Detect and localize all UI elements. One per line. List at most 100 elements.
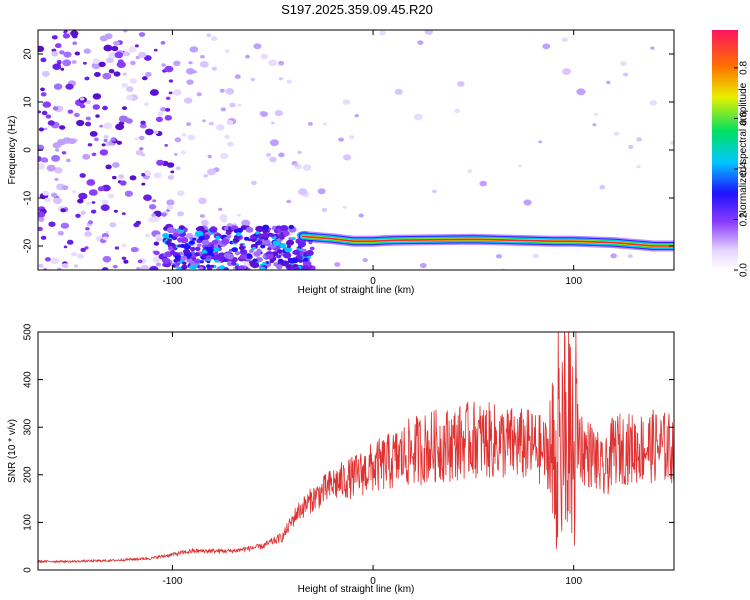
noise-cell — [38, 211, 46, 218]
noise-cell — [71, 190, 76, 194]
noise-cell — [174, 153, 178, 156]
noise-cell — [91, 201, 96, 204]
noise-cell — [38, 163, 45, 170]
band-cell — [279, 225, 289, 232]
noise-cell — [121, 212, 126, 216]
noise-cell — [52, 106, 59, 111]
noise-cell — [124, 190, 133, 197]
band-cell — [180, 255, 188, 261]
band-cell — [278, 234, 284, 239]
noise-cell — [130, 246, 138, 253]
colorbar-tick-label: 0.2 — [739, 212, 750, 226]
band-cell — [194, 230, 204, 238]
spectrogram-frame — [37, 29, 675, 271]
noise-cell — [40, 157, 49, 163]
noise-cell — [269, 156, 277, 163]
figure-title: S197.2025.359.09.45.R20 — [281, 2, 433, 17]
band-cell — [190, 246, 196, 252]
noise-cell — [224, 134, 230, 139]
noise-cell — [207, 154, 212, 159]
noise-cell — [126, 95, 134, 101]
band-cell — [288, 224, 295, 230]
noise-cell — [226, 141, 234, 147]
noise-cell — [268, 59, 278, 67]
band-cell — [238, 265, 245, 270]
noise-cell — [170, 170, 175, 174]
noise-cell — [185, 68, 195, 75]
noise-cell — [65, 158, 71, 163]
noise-cell — [123, 51, 131, 57]
band-cell — [282, 230, 290, 236]
noise-cell — [44, 257, 51, 262]
noise-cell — [112, 264, 118, 269]
band-cell — [162, 233, 170, 239]
band-cell — [266, 253, 274, 260]
band-cell — [206, 264, 211, 268]
snr-xtick-label: 100 — [565, 576, 582, 587]
noise-cell — [142, 76, 148, 81]
band-cell — [292, 249, 301, 256]
band-cell — [162, 257, 171, 264]
noise-cell — [181, 133, 187, 137]
noise-cell — [234, 74, 241, 79]
noise-cell — [122, 106, 127, 110]
noise-cell — [109, 222, 117, 228]
noise-cell — [38, 226, 43, 232]
snr-ticks: -100 0 100 0 100 200 300 400 500 — [23, 323, 674, 587]
band-cell — [256, 240, 263, 245]
band-cell — [262, 224, 270, 230]
noise-cell — [321, 207, 328, 212]
noise-cell — [71, 251, 77, 257]
noise-cell — [518, 164, 522, 168]
noise-cell — [349, 135, 355, 140]
band-cell — [260, 244, 266, 249]
noise-cell — [52, 142, 61, 149]
band-cell — [182, 264, 187, 268]
spectrogram-ytick-label: 20 — [23, 48, 34, 60]
band-cell — [253, 251, 261, 257]
noise-cell — [52, 63, 62, 70]
noise-cell — [243, 260, 251, 267]
noise-cell — [91, 62, 101, 70]
noise-cell — [206, 33, 211, 37]
noise-cell — [103, 138, 108, 143]
spectrogram-xtick-label: 0 — [370, 276, 376, 287]
noise-cell — [77, 198, 84, 204]
band-cell — [217, 252, 226, 259]
noise-cell — [175, 166, 181, 171]
band-cell — [178, 225, 185, 230]
noise-cell — [208, 121, 214, 126]
noise-cell — [177, 211, 184, 217]
band-cell — [284, 246, 292, 253]
noise-cell — [83, 48, 91, 54]
noise-cell — [561, 37, 568, 42]
band-cell — [231, 261, 237, 266]
noise-cell — [424, 30, 433, 35]
noise-cell — [334, 262, 341, 267]
noise-cell — [38, 263, 44, 268]
noise-cell — [86, 179, 96, 186]
noise-cell — [83, 61, 87, 65]
band-cell — [234, 251, 241, 256]
noise-cell — [286, 199, 292, 204]
noise-cell — [593, 112, 599, 116]
band-cell — [276, 264, 283, 270]
band-cell — [255, 225, 264, 233]
noise-cell — [532, 253, 540, 259]
noise-cell — [70, 30, 79, 37]
noise-cell — [57, 230, 64, 236]
noise-cell — [354, 114, 359, 118]
band-cell — [291, 237, 296, 241]
noise-cell — [394, 88, 403, 95]
noise-cell — [599, 185, 606, 190]
noise-cell — [65, 83, 74, 90]
noise-cell — [86, 201, 91, 206]
band-cell — [212, 255, 219, 261]
noise-cell — [152, 256, 161, 263]
noise-cell — [467, 169, 473, 173]
noise-cell — [496, 254, 502, 259]
band-cell — [276, 254, 282, 259]
noise-cell — [121, 256, 127, 260]
snr-ytick-label: 100 — [23, 514, 34, 531]
snr-ytick-label: 0 — [23, 567, 34, 573]
